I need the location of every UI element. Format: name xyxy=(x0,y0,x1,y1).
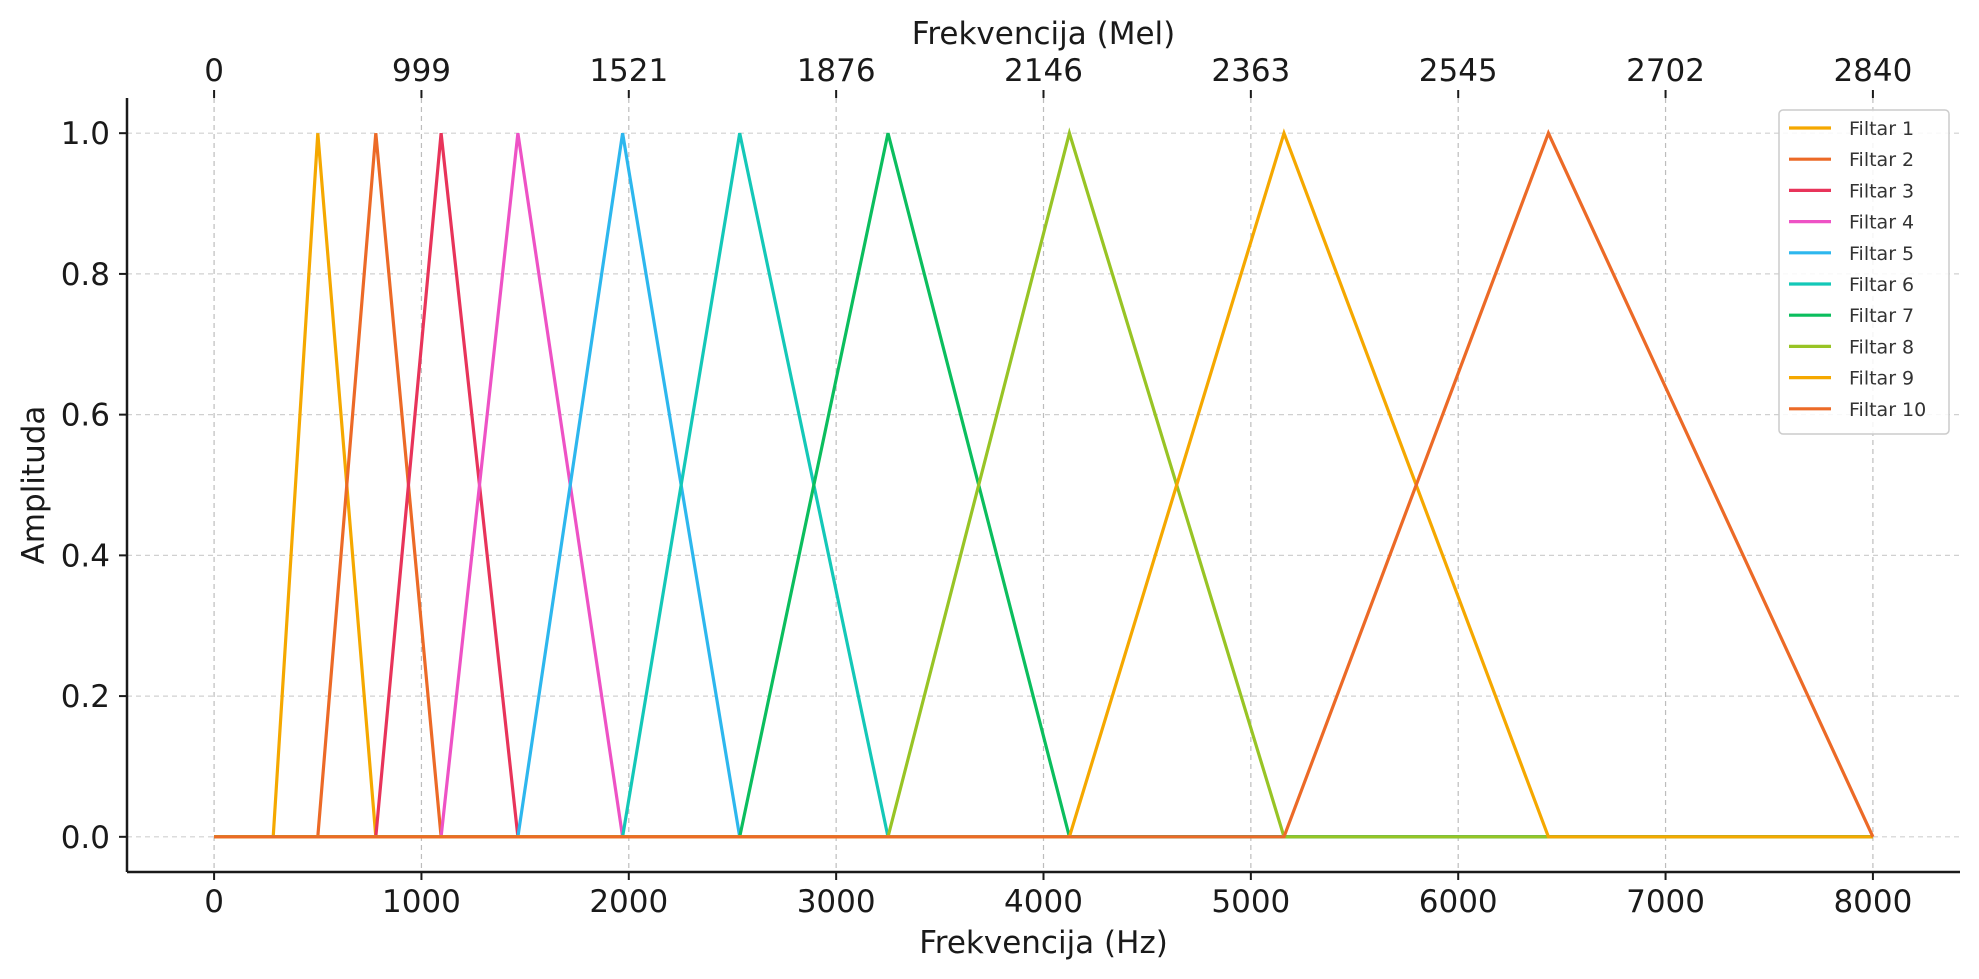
legend-label: Filtar 5 xyxy=(1849,243,1914,265)
y-tick-label: 1.0 xyxy=(61,116,110,152)
legend-label: Filtar 9 xyxy=(1849,368,1914,390)
legend-label: Filtar 10 xyxy=(1849,399,1926,421)
legend-label: Filtar 6 xyxy=(1849,274,1914,296)
top-x-tick-label: 1521 xyxy=(589,53,668,89)
x-tick-label: 2000 xyxy=(589,884,668,920)
x-tick-label: 1000 xyxy=(382,884,461,920)
top-x-tick-label: 2545 xyxy=(1419,53,1498,89)
x-tick-label: 8000 xyxy=(1833,884,1912,920)
top-x-tick-label: 2840 xyxy=(1833,53,1912,89)
legend-label: Filtar 3 xyxy=(1849,180,1914,202)
grid xyxy=(127,98,1960,872)
top-x-tick-label: 2702 xyxy=(1626,53,1705,89)
top-x-tick-label: 999 xyxy=(392,53,451,89)
y-tick-label: 0.6 xyxy=(61,398,110,434)
x-tick-label: 7000 xyxy=(1626,884,1705,920)
top-x-tick-label: 0 xyxy=(204,53,224,89)
y-tick-label: 0.8 xyxy=(61,257,110,293)
y-tick-label: 0.0 xyxy=(61,820,110,856)
legend: Filtar 1 Filtar 2 Filtar 3 Filtar 4 Filtar 5… xyxy=(1778,109,1950,435)
top-x-axis-title: Frekvencija (Mel) xyxy=(912,16,1175,52)
x-tick-label: 6000 xyxy=(1419,884,1498,920)
legend-label: Filtar 8 xyxy=(1849,336,1914,358)
ticks: 0 1000 2000 3000 4000 5000 6000 7000 8000 0 999 152… xyxy=(61,53,1913,920)
x-axis-title: Frekvencija (Hz) xyxy=(919,925,1168,961)
y-tick-label: 0.4 xyxy=(61,538,110,574)
series xyxy=(214,127,1875,839)
y-tick-label: 0.2 xyxy=(61,679,110,715)
legend-label: Filtar 1 xyxy=(1849,118,1914,140)
top-x-tick-label: 2146 xyxy=(1004,53,1083,89)
series-line-filtar-10 xyxy=(214,129,1875,839)
x-tick-label: 4000 xyxy=(1004,884,1083,920)
legend-label: Filtar 7 xyxy=(1849,305,1914,327)
x-tick-label: 0 xyxy=(204,884,224,920)
x-tick-label: 3000 xyxy=(797,884,876,920)
top-x-tick-label: 2363 xyxy=(1211,53,1290,89)
x-tick-label: 5000 xyxy=(1211,884,1290,920)
legend-label: Filtar 2 xyxy=(1849,149,1914,171)
top-x-tick-label: 1876 xyxy=(797,53,876,89)
y-axis-title: Amplituda xyxy=(16,406,52,565)
legend-label: Filtar 4 xyxy=(1849,212,1914,234)
